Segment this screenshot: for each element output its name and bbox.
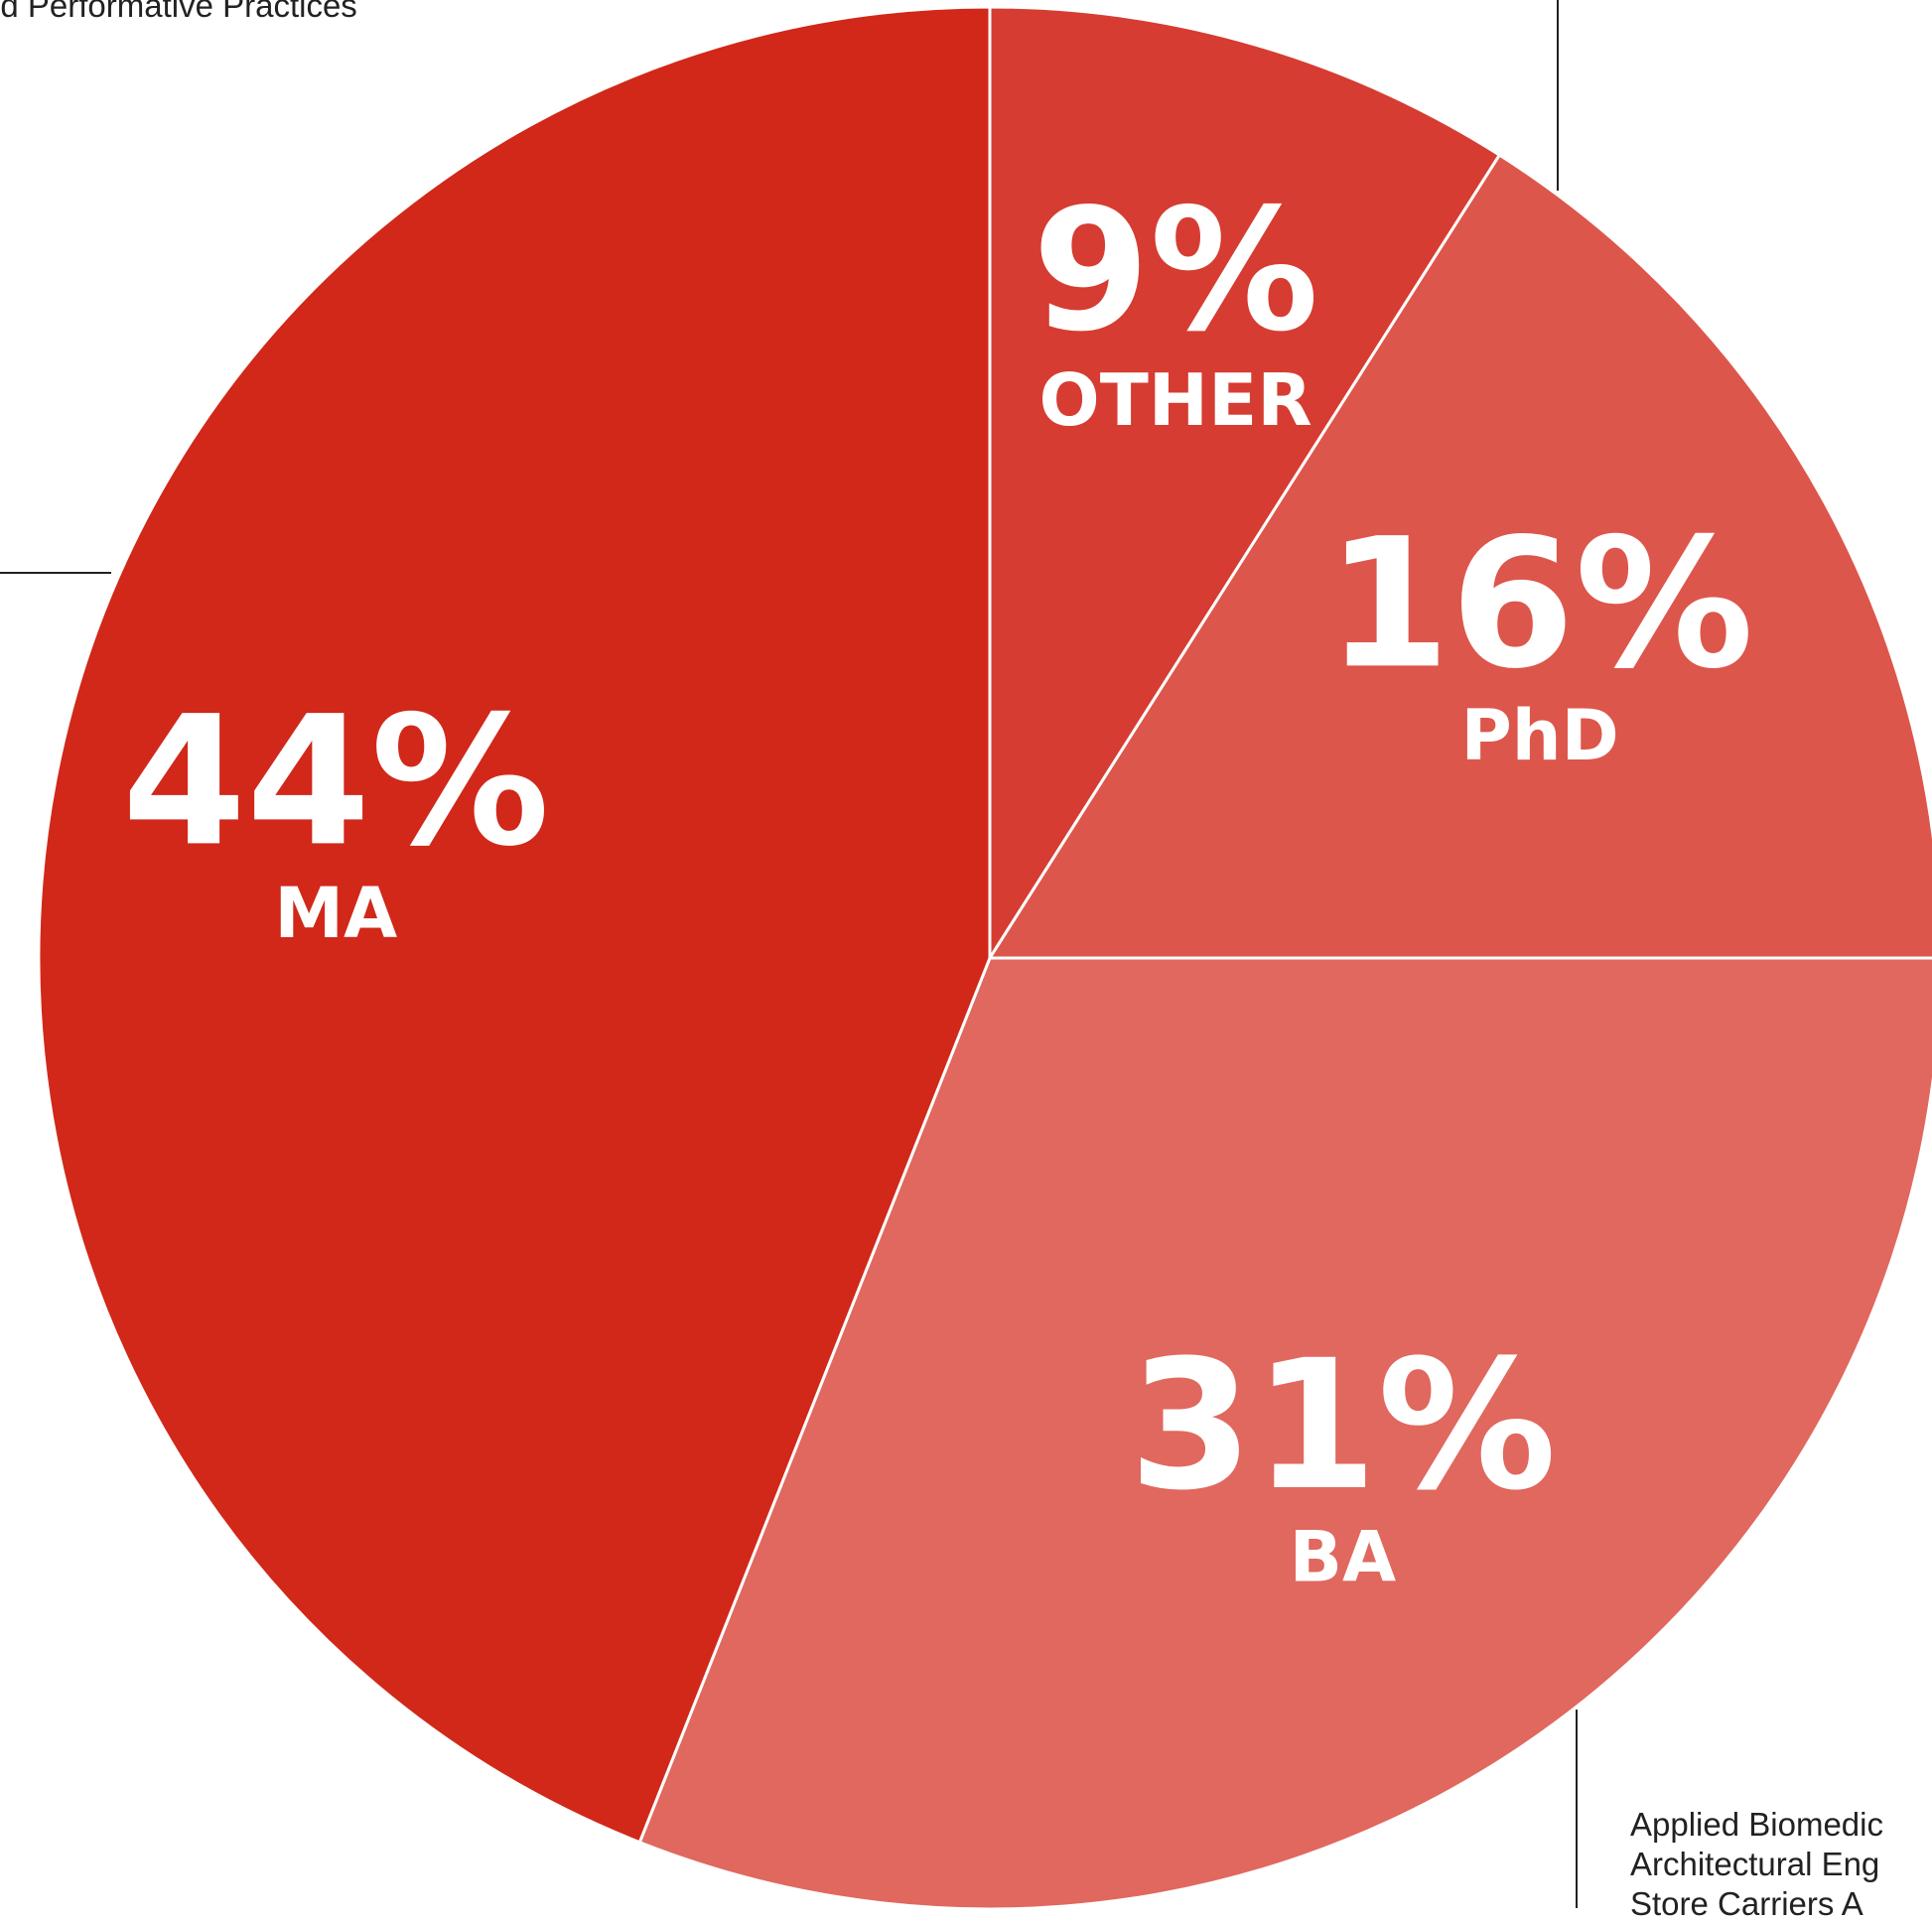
slice-category-label: OTHER bbox=[1038, 358, 1311, 442]
pie-slices bbox=[37, 5, 1932, 1908]
annotation-top-left: nd Performative Practices bbox=[0, 0, 357, 24]
annotation-line: Architectural Eng bbox=[1630, 1846, 1880, 1882]
slice-percent-label: 9% bbox=[1033, 173, 1319, 369]
slice-category-label: PhD bbox=[1460, 695, 1618, 776]
slice-percent-label: 44% bbox=[122, 678, 550, 886]
slice-category-label: MA bbox=[274, 873, 397, 954]
slice-category-label: BA bbox=[1290, 1516, 1397, 1597]
annotation-bottom-right: Applied Biomedic Architectural Eng Store… bbox=[1630, 1805, 1883, 1924]
pie-slice-other bbox=[988, 5, 1501, 960]
pie-slice-ma bbox=[37, 5, 992, 1845]
slice-percent-label: 31% bbox=[1129, 1322, 1557, 1530]
pie-slice-phd bbox=[988, 153, 1932, 960]
annotation-line: Applied Biomedic bbox=[1630, 1806, 1883, 1843]
pie-slice-ba bbox=[637, 956, 1932, 1908]
slice-percent-label: 16% bbox=[1326, 500, 1754, 708]
annotation-line: Store Carriers A bbox=[1630, 1885, 1863, 1922]
